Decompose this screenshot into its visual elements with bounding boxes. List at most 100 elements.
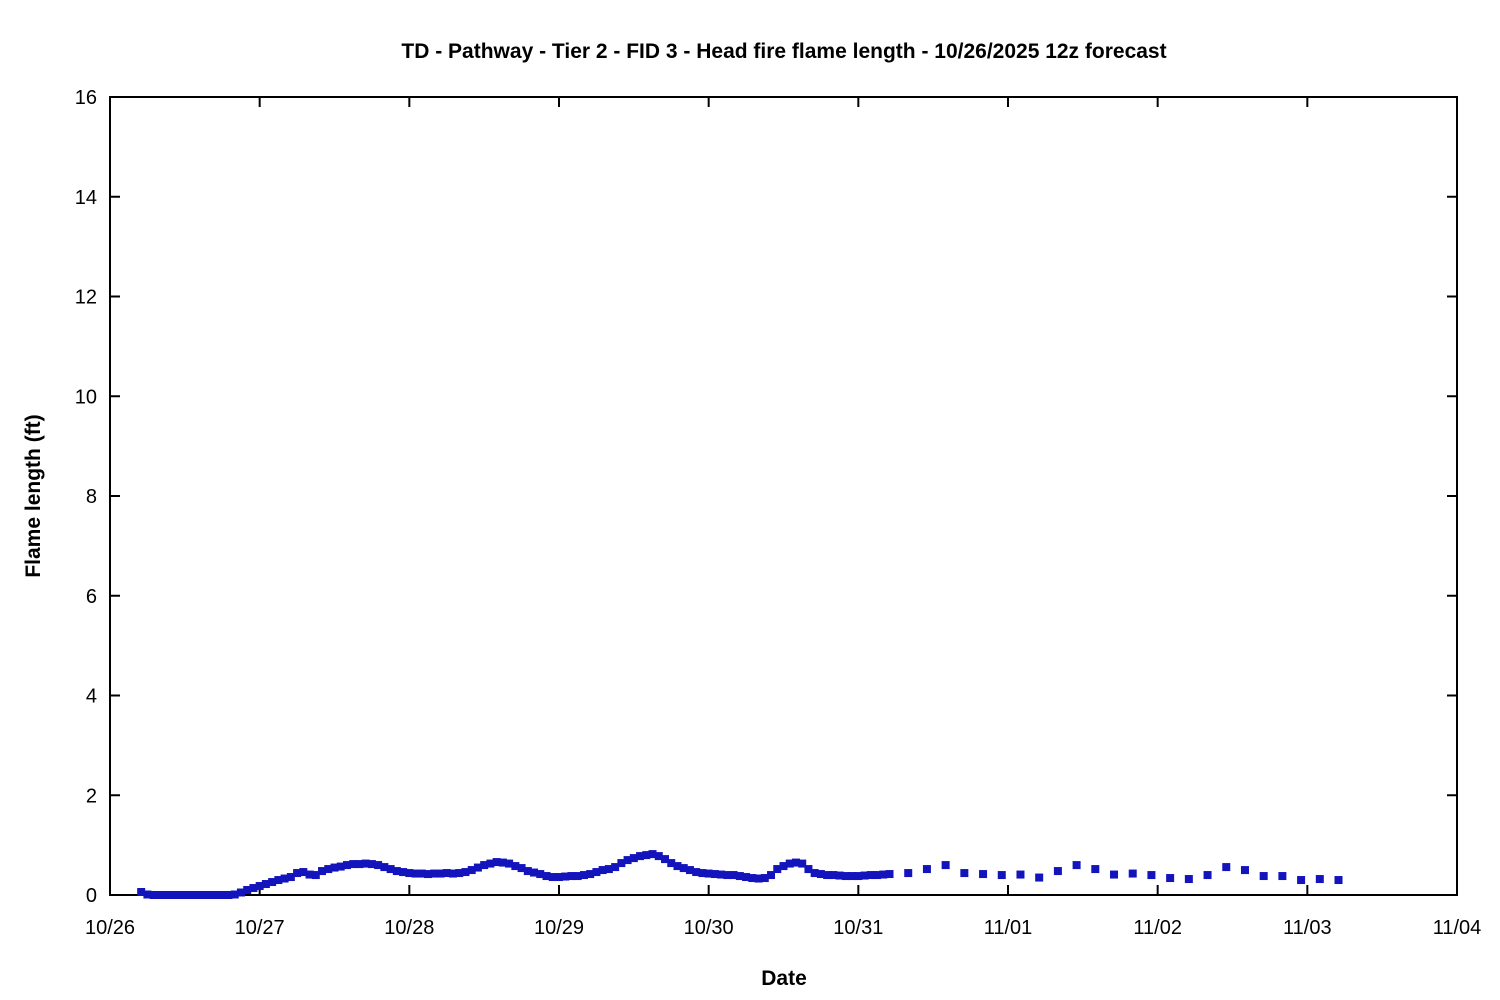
flame-length-point <box>598 866 607 875</box>
y-tick-label: 8 <box>86 486 97 508</box>
flame-length-point <box>654 852 663 861</box>
flame-length-point <box>866 871 875 880</box>
flame-length-point <box>704 869 713 878</box>
flame-length-point <box>1091 865 1100 874</box>
x-tick-label: 10/31 <box>833 917 883 939</box>
chart-title: TD - Pathway - Tier 2 - FID 3 - Head fir… <box>401 40 1166 63</box>
flame-length-point <box>555 873 563 882</box>
flame-length-point <box>873 871 882 880</box>
flame-length-point <box>505 859 514 868</box>
flame-length-point <box>236 888 245 897</box>
flame-length-point <box>355 860 364 869</box>
flame-length-point <box>367 860 376 869</box>
axis-tick-labels: 10/26 10/27 10/28 10/29 10/30 10/31 11/01 11/02… <box>75 87 1482 939</box>
flame-length-point <box>467 866 476 875</box>
flame-length-point <box>255 882 264 891</box>
x-tick-label: 11/02 <box>1133 917 1182 939</box>
flame-length-point <box>841 872 850 881</box>
flame-length-point <box>579 871 588 880</box>
flame-length-point <box>798 859 807 868</box>
flame-length-point <box>617 859 626 868</box>
flame-length-point <box>405 869 414 878</box>
flame-length-point <box>187 891 196 899</box>
flame-length-point <box>748 874 757 883</box>
axis-ticks <box>109 96 1458 896</box>
flame-length-point <box>1184 875 1193 884</box>
flame-length-point <box>717 870 726 879</box>
flame-length-point <box>1016 870 1025 879</box>
y-axis-title: Flame length (ft) <box>22 414 45 577</box>
flame-length-point <box>561 872 570 881</box>
flame-length-point <box>149 891 158 899</box>
flame-length-point <box>979 870 988 879</box>
flame-length-point <box>162 891 171 899</box>
flame-length-point <box>261 880 270 889</box>
flame-length-point <box>305 870 314 879</box>
y-tick-label: 6 <box>86 586 97 608</box>
flame-length-point <box>299 868 308 877</box>
flame-length-point <box>280 874 289 883</box>
flame-length-point <box>523 867 532 876</box>
flame-length-point <box>205 891 214 899</box>
flame-length-point <box>648 850 657 859</box>
flame-length-point <box>324 865 333 874</box>
flame-length-point <box>174 891 183 899</box>
flame-length-point <box>629 854 638 863</box>
flame-length-point <box>816 870 825 879</box>
flame-length-point <box>735 872 744 881</box>
flame-length-point <box>848 872 857 881</box>
plot-frame <box>109 96 1458 896</box>
flame-length-point <box>424 870 433 879</box>
flame-length-point <box>661 855 670 864</box>
flame-length-point <box>779 862 788 871</box>
flame-length-point <box>573 872 582 881</box>
flame-length-point <box>667 859 676 868</box>
flame-length-point <box>311 871 320 880</box>
flame-length-point <box>137 888 146 897</box>
flame-length-point <box>492 858 501 867</box>
flame-length-point <box>1278 872 1287 881</box>
data-points <box>137 850 1343 899</box>
flame-length-point <box>810 869 819 878</box>
flame-length-point <box>760 874 769 883</box>
flame-length-point <box>342 861 351 870</box>
flame-length-point <box>1035 873 1044 882</box>
flame-length-point <box>286 873 295 882</box>
x-tick-label: 11/03 <box>1283 917 1332 939</box>
flame-length-point <box>442 869 451 878</box>
x-tick-label: 11/04 <box>1433 917 1482 939</box>
flame-length-point <box>623 856 632 865</box>
flame-length-point <box>143 890 152 899</box>
y-tick-label: 2 <box>86 785 97 807</box>
flame-length-point <box>1128 869 1137 878</box>
flame-length-point <box>710 870 719 879</box>
flame-length-point <box>692 868 701 877</box>
flame-length-point <box>168 891 177 899</box>
flame-length-point <box>486 859 495 868</box>
flame-length-point <box>480 861 489 870</box>
flame-length-point <box>212 891 221 899</box>
flame-length-point <box>960 869 969 878</box>
flame-length-point <box>498 858 507 867</box>
x-tick-label: 11/01 <box>984 917 1033 939</box>
flame-length-point <box>773 865 782 874</box>
flame-length-point <box>530 868 539 877</box>
flame-length-point <box>224 891 233 899</box>
flame-length-point <box>1166 874 1175 883</box>
y-tick-label: 10 <box>75 386 97 408</box>
flame-length-point <box>448 869 457 878</box>
flame-length-point <box>517 864 526 873</box>
flame-length-point <box>548 873 557 882</box>
flame-length-point <box>511 862 520 871</box>
flame-length-point <box>698 869 707 878</box>
flame-length-point <box>592 868 601 877</box>
flame-length-point <box>835 871 844 880</box>
flame-length-point <box>318 867 327 876</box>
flame-length-point <box>1315 875 1324 884</box>
flame-length-point <box>636 852 645 861</box>
flame-length-point <box>767 871 776 880</box>
flame-length-point <box>361 859 370 868</box>
flame-length-point <box>193 891 202 899</box>
